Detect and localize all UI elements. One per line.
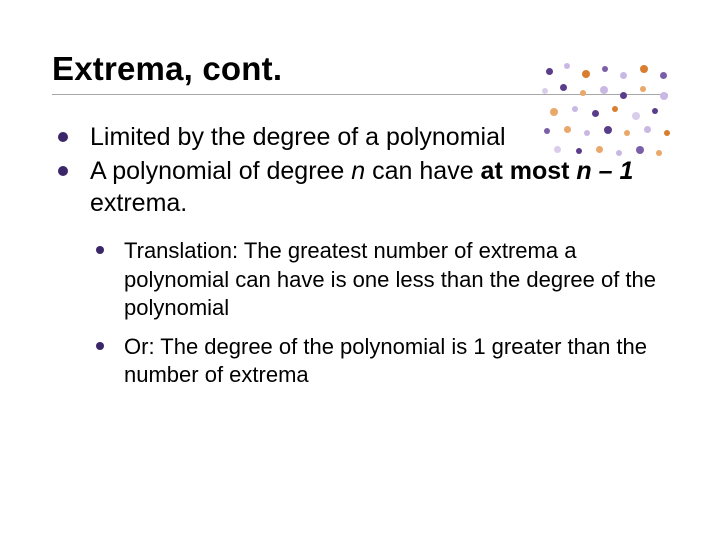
decorative-dots <box>536 60 686 170</box>
bullet-2: A polynomial of degree n can have at mos… <box>52 155 668 390</box>
sub-bullet-2: Or: The degree of the polynomial is 1 gr… <box>90 333 668 390</box>
slide: Extrema, cont. Limited by the degree of … <box>0 0 720 540</box>
sub-bullet-list: Translation: The greatest number of extr… <box>90 237 668 390</box>
sub-bullet-1: Translation: The greatest number of extr… <box>90 237 668 323</box>
